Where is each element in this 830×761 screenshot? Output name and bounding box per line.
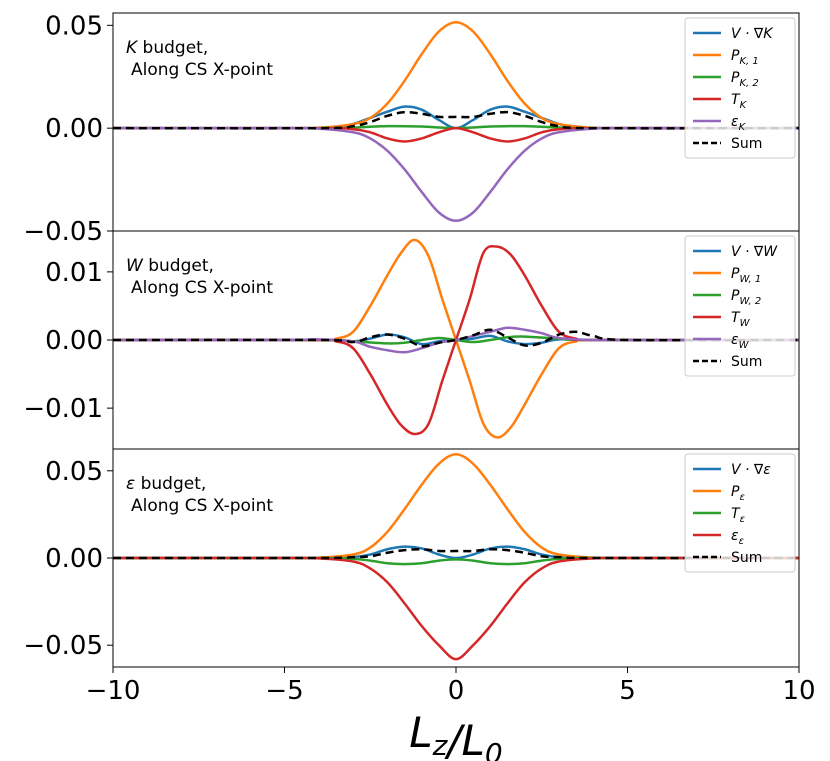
legend-box	[684, 235, 796, 377]
x-tick-label: −5	[265, 676, 303, 706]
panel-title: W budget,	[126, 256, 214, 276]
legend-label: TK	[731, 92, 748, 111]
legend-box	[684, 453, 796, 573]
series-lines	[113, 452, 799, 661]
legend: V · ∇W PW, 1 PW, 2 TW εW Sum	[684, 235, 796, 377]
legend: V · ∇K PK, 1 PK, 2 TK εK Sum	[684, 17, 796, 159]
panel-title: K budget,	[126, 38, 208, 58]
legend-label: εε	[731, 528, 745, 547]
x-tick-label: 10	[782, 676, 815, 706]
legend-label: Pε	[731, 484, 745, 503]
legend-label: V · ∇ε	[731, 462, 771, 478]
y-tick-label: 0.00	[45, 326, 103, 356]
series-lines	[113, 238, 799, 439]
panel-subtitle: Along CS X-point	[131, 496, 273, 516]
y-tick-label: 0.05	[45, 11, 103, 41]
legend-box	[684, 17, 796, 159]
series-line-T_eps	[113, 556, 799, 566]
y-tick-label: 0.01	[45, 258, 103, 288]
legend-label: PK, 2	[731, 70, 759, 89]
panel-title: ε budget,	[126, 474, 206, 494]
y-tick-label: −0.05	[23, 631, 103, 661]
series-line-Sum	[113, 110, 799, 130]
legend-label: PW, 1	[731, 266, 761, 285]
y-tick-label: −0.05	[23, 217, 103, 247]
series-lines	[113, 21, 799, 222]
series-line-Sum	[113, 328, 799, 348]
x-axis-label: Lz/L0	[409, 708, 503, 761]
y-tick-label: −0.01	[23, 394, 103, 424]
legend-label: Tε	[731, 506, 746, 525]
legend-label: Sum	[731, 354, 762, 370]
panel-3: 0.05 0.00 −0.05 ε budget,Along CS X-point V …	[23, 448, 816, 761]
legend-label: εW	[731, 332, 750, 351]
series-line-T_K	[113, 126, 799, 143]
legend-label: TW	[731, 310, 751, 329]
x-tick-label: 5	[619, 676, 636, 706]
y-tick-label: 0.00	[45, 544, 103, 574]
panel-subtitle: Along CS X-point	[131, 60, 273, 80]
legend-label: PK, 1	[731, 48, 759, 67]
x-tick-label: 0	[448, 676, 465, 706]
panel-1: 0.05 0.00 −0.05 K budget,Along CS X-point V …	[23, 11, 800, 247]
series-line-P_K,1	[113, 21, 799, 130]
panel-2: 0.01 0.00 −0.01 W budget,Along CS X-point V …	[23, 230, 800, 450]
legend-label: Sum	[731, 136, 762, 152]
x-tick-label: −10	[86, 676, 141, 706]
panel-subtitle: Along CS X-point	[131, 278, 273, 298]
series-line-eps_eps	[113, 556, 799, 661]
legend: V · ∇ε Pε Tε εε Sum	[684, 453, 796, 573]
legend-label: εK	[731, 114, 747, 133]
series-line-P_eps	[113, 452, 799, 560]
y-tick-label: 0.05	[45, 457, 103, 487]
legend-label: Sum	[731, 550, 762, 566]
series-line-eps_K	[113, 126, 799, 222]
y-tick-label: 0.00	[45, 114, 103, 144]
legend-label: V · ∇W	[731, 244, 778, 260]
legend-label: V · ∇K	[731, 26, 774, 42]
legend-label: PW, 2	[731, 288, 761, 307]
series-line-Sum	[113, 548, 799, 560]
